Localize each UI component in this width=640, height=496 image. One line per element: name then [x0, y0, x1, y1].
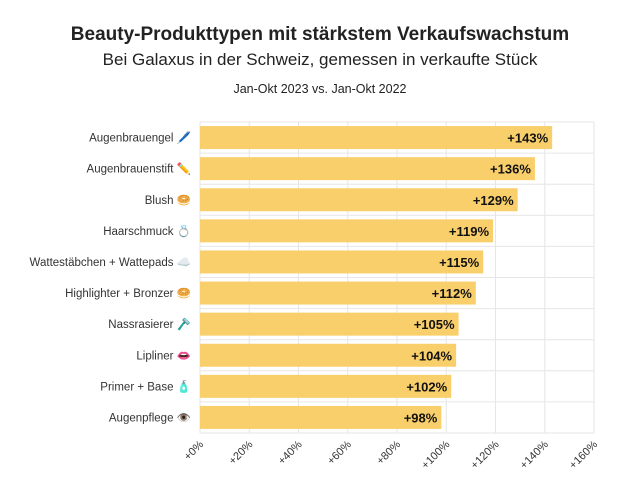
bar: [200, 343, 457, 367]
data-label: +136%: [490, 162, 531, 177]
chart-period: Jan-Okt 2023 vs. Jan-Okt 2022: [233, 82, 407, 96]
data-label: +98%: [404, 410, 438, 425]
x-tick-label: +120%: [469, 438, 502, 471]
x-tick-label: +100%: [419, 438, 452, 471]
category-label: Haarschmuck 💍: [103, 224, 191, 238]
x-tick-label: +140%: [518, 438, 551, 471]
data-label: +115%: [439, 255, 480, 270]
x-tick-label: +0%: [182, 438, 206, 462]
x-tick-label: +20%: [227, 438, 256, 467]
bar: [200, 405, 442, 429]
category-label: Augenbrauenstift ✏️: [87, 162, 191, 176]
bar: [200, 312, 459, 336]
category-label: Primer + Base 🧴: [100, 379, 191, 393]
bar: [200, 281, 476, 305]
data-label: +112%: [432, 286, 473, 301]
data-label: +119%: [449, 224, 490, 239]
chart-title: Beauty-Produkttypen mit stärkstem Verkau…: [70, 24, 570, 45]
bar: [200, 219, 494, 243]
category-label: Lipliner 👄: [136, 350, 191, 362]
category-label: Nassrasierer 🪒: [108, 317, 191, 331]
x-tick-label: +80%: [375, 438, 404, 467]
bar: [200, 157, 535, 181]
data-label: +102%: [406, 379, 447, 394]
x-tick-label: +160%: [567, 438, 600, 471]
category-label: Highlighter + Bronzer 🥯: [65, 287, 191, 300]
bar: [200, 126, 553, 150]
bar: [200, 374, 452, 398]
bar: [200, 188, 518, 212]
data-label: +104%: [411, 348, 452, 363]
data-label: +143%: [507, 131, 548, 146]
category-label: Wattestäbchen + Wattepads ☁️: [30, 257, 191, 269]
data-label: +105%: [414, 317, 455, 332]
category-label: Blush 🥯: [145, 194, 191, 207]
data-label: +129%: [473, 193, 514, 208]
bar: [200, 250, 484, 274]
category-label: Augenbrauengel 🖊️: [89, 131, 191, 145]
category-label: Augenpflege 👁️: [109, 412, 191, 424]
x-tick-label: +60%: [325, 438, 354, 467]
chart-subtitle: Bei Galaxus in der Schweiz, gemessen in …: [102, 50, 538, 69]
x-tick-label: +40%: [276, 438, 305, 467]
